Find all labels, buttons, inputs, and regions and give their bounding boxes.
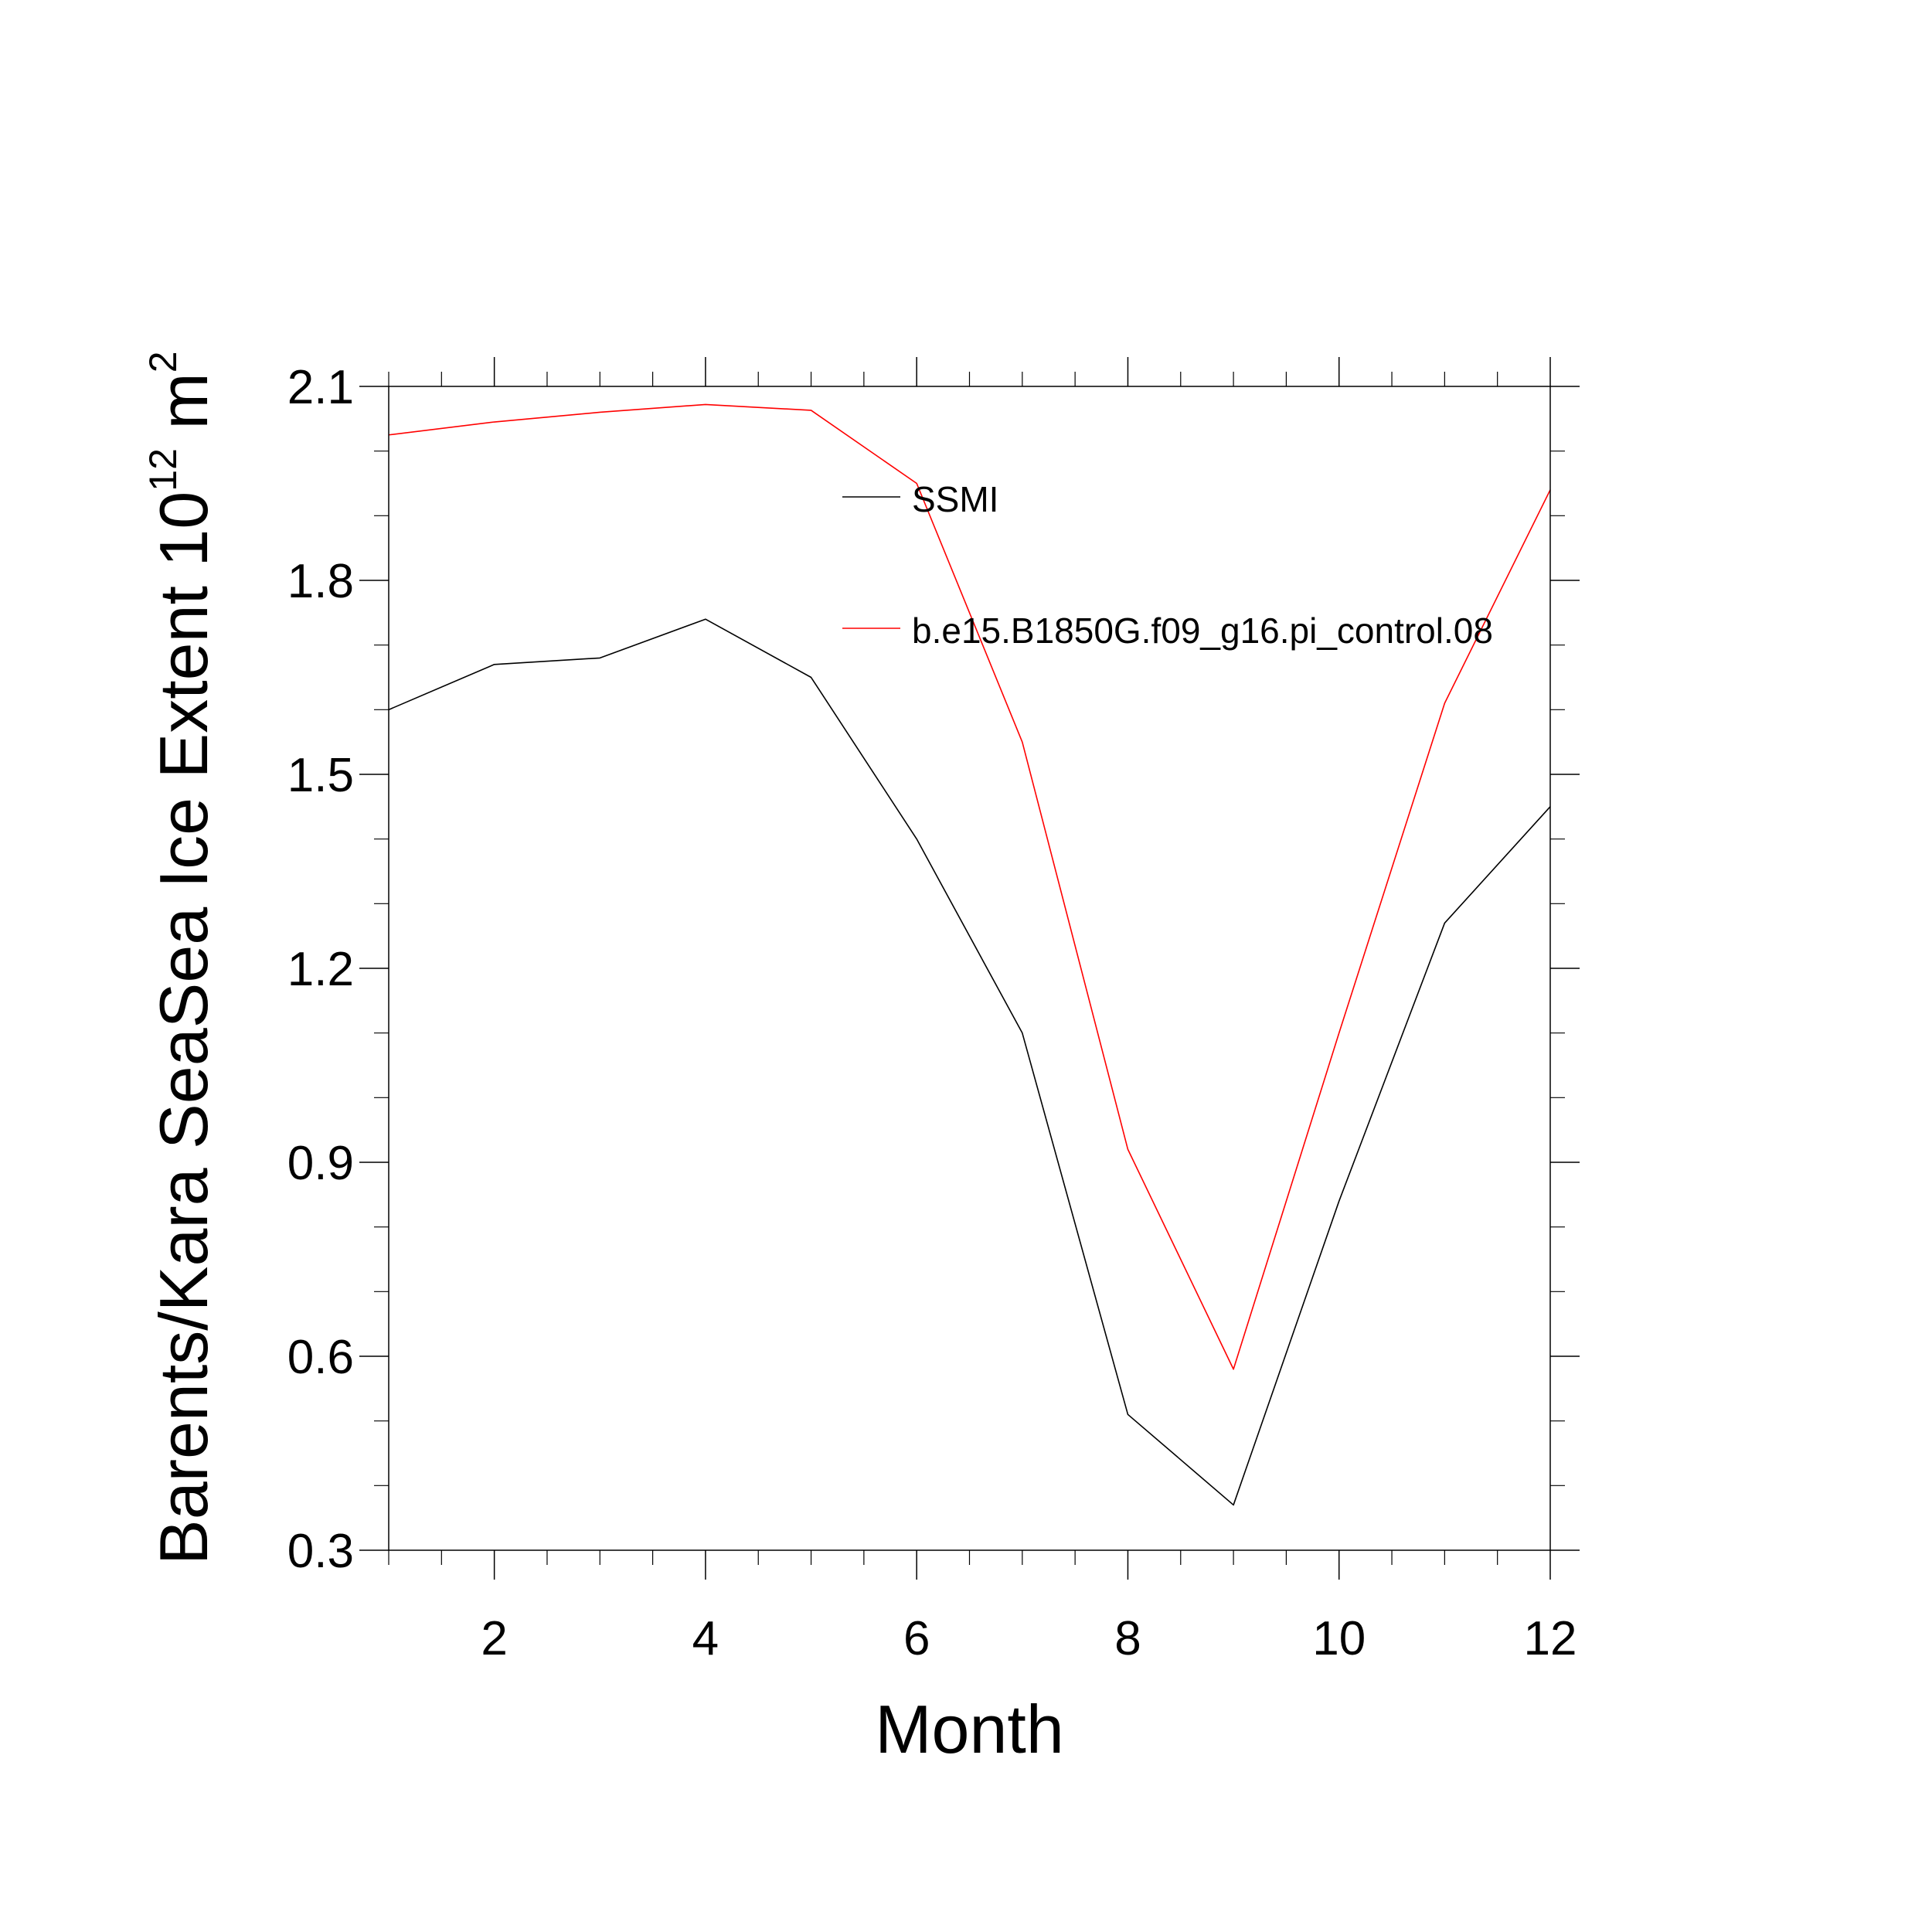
y-tick-label: 2.1 xyxy=(287,361,354,414)
y-tick-label: 0.9 xyxy=(287,1137,354,1190)
x-tick-label: 10 xyxy=(1312,1612,1366,1665)
x-tick-label: 12 xyxy=(1524,1612,1577,1665)
y-axis-title-unit: m xyxy=(145,372,222,448)
y-tick-label: 0.6 xyxy=(287,1331,354,1384)
plot-lines xyxy=(388,403,1551,1506)
series-line-model xyxy=(388,403,1551,1370)
plot-frame xyxy=(388,386,1551,1551)
legend: SSMI b.e15.B1850G.f09_g16.pi_control.08 xyxy=(842,479,1493,651)
x-tick-label: 2 xyxy=(481,1612,507,1665)
x-axis-title: Month xyxy=(875,1691,1064,1767)
tick-labels: 2 4 6 8 10 12 0.3 0.6 0.9 1.2 1.5 1.8 2.1 xyxy=(287,361,1577,1665)
x-tick-label: 6 xyxy=(903,1612,930,1665)
legend-label-model: b.e15.B1850G.f09_g16.pi_control.08 xyxy=(912,611,1493,651)
y-tick-label: 1.5 xyxy=(287,749,354,802)
legend-label-ssmi: SSMI xyxy=(912,479,998,519)
series-line-ssmi xyxy=(388,618,1551,1506)
y-axis-title: Barents/Kara SeaSea Ice Extent 1012 m2 xyxy=(141,351,222,1565)
x-tick-label: 4 xyxy=(692,1612,719,1665)
y-tick-label: 0.3 xyxy=(287,1525,354,1578)
y-axis-title-exponent: 12 xyxy=(141,448,185,492)
y-axis-title-unit-exponent: 2 xyxy=(141,351,185,372)
y-tick-label: 1.8 xyxy=(287,555,354,608)
x-tick-label: 8 xyxy=(1114,1612,1141,1665)
y-axis-title-text: Barents/Kara SeaSea Ice Extent 10 xyxy=(145,492,222,1565)
axis-ticks xyxy=(359,357,1580,1580)
y-tick-label: 1.2 xyxy=(287,943,354,996)
